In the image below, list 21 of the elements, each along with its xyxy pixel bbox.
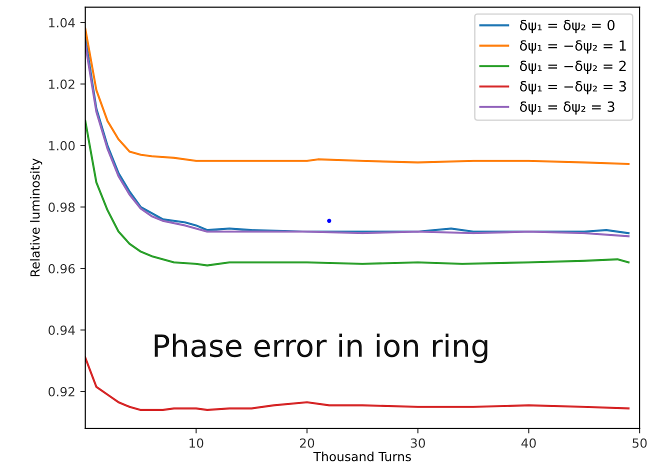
y-tick-label: 1.02: [49, 79, 74, 89]
y-tick-label: 0.94: [48, 325, 75, 335]
y-tick-label: 0.92: [48, 386, 74, 396]
legend-label: δψ₁ = −δψ₂ = 2: [520, 60, 626, 74]
x-tick-label: 30: [410, 438, 425, 448]
legend-label: δψ₁ = −δψ₂ = 1: [520, 40, 626, 54]
line-series: [85, 120, 630, 266]
y-axis-title: Relative luminosity: [30, 158, 42, 276]
x-tick-label: 20: [300, 438, 314, 448]
legend-label: δψ₁ = δψ₂ = 3: [520, 101, 614, 115]
legend-label: δψ₁ = −δψ₂ = 3: [520, 81, 626, 94]
y-tick-label: 1.00: [49, 140, 75, 150]
y-tick-label: 1.04: [49, 18, 75, 28]
x-tick-label: 50: [632, 438, 647, 448]
y-tick-label: 0.96: [48, 264, 75, 274]
legend-label: δψ₁ = δψ₂ = 0: [520, 20, 615, 34]
x-tick-label: 40: [521, 438, 536, 448]
x-tick-label: 10: [190, 438, 204, 448]
y-tick-label: 0.98: [48, 202, 75, 212]
x-axis-title: Thousand Turns: [313, 452, 411, 462]
annotation: Phase error in ion ring: [154, 334, 488, 364]
